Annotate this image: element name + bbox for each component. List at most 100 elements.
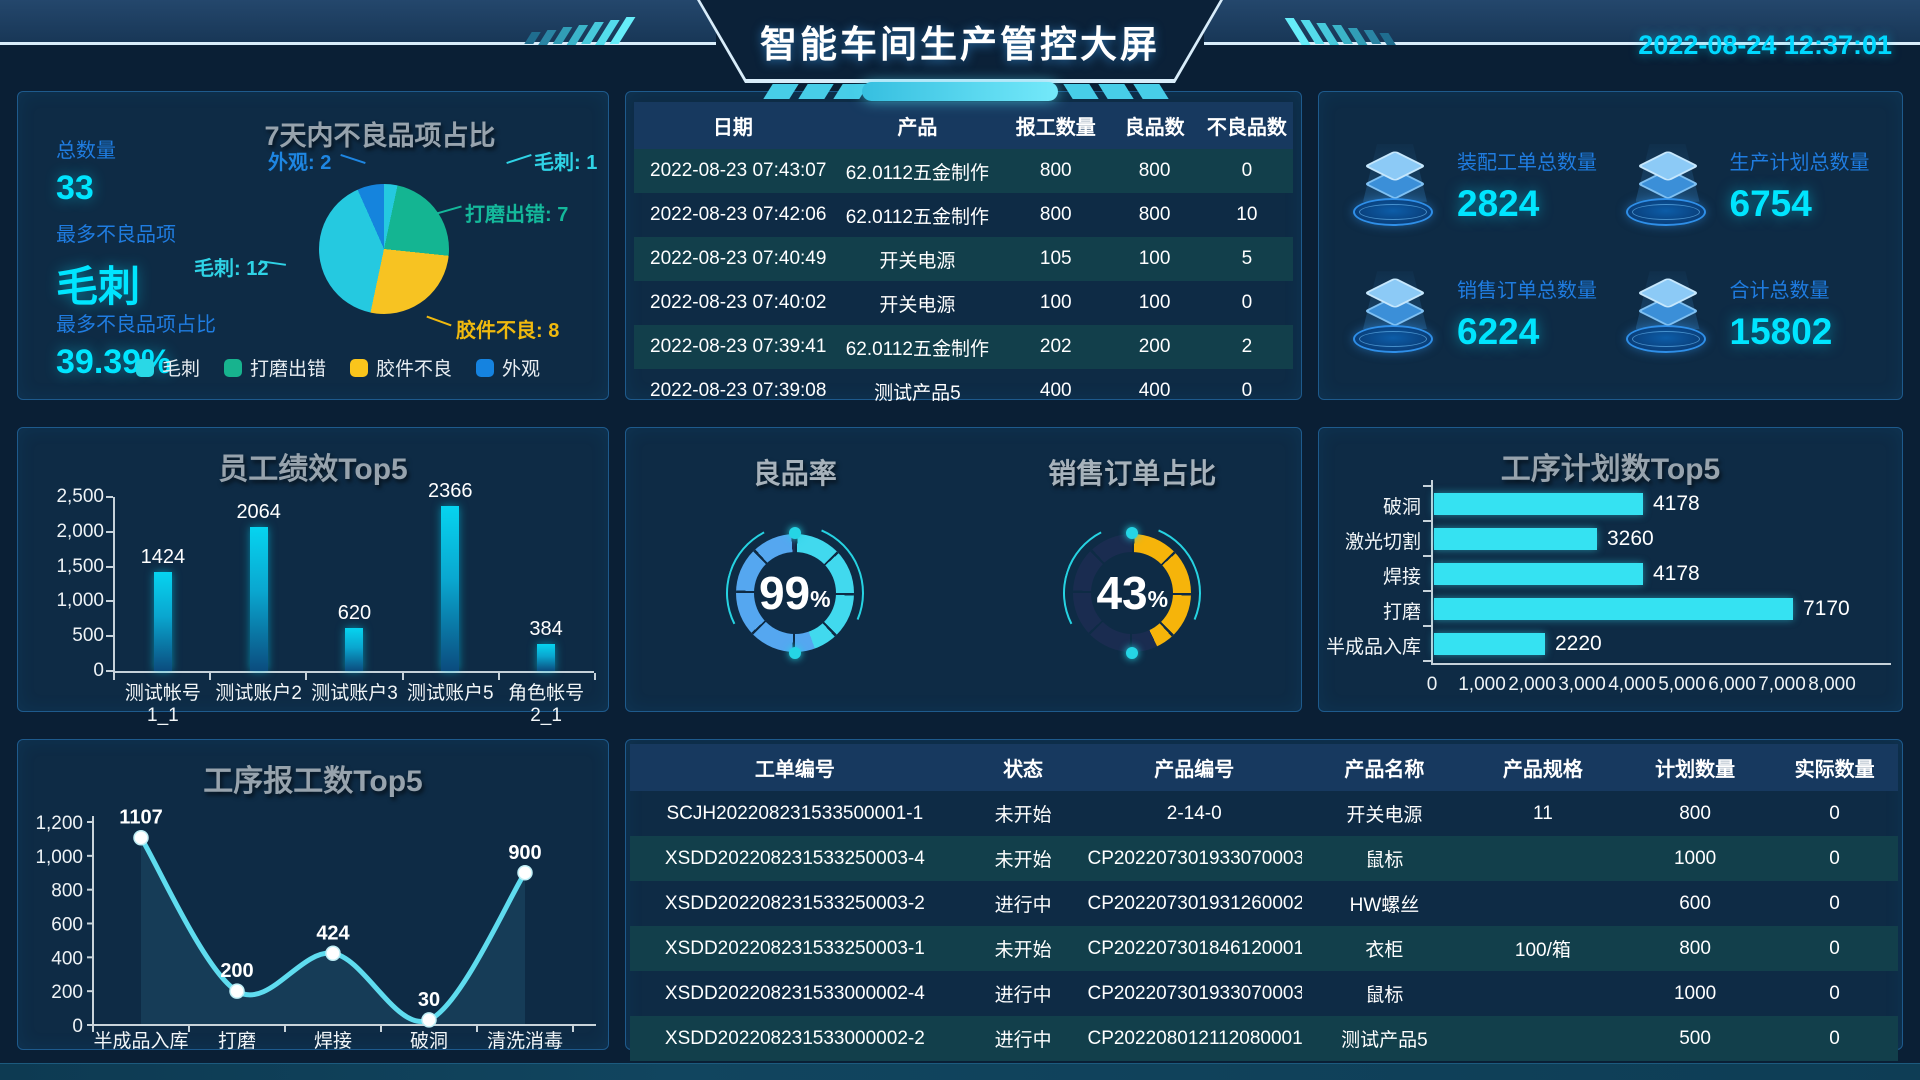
table-cell: 0 <box>1829 937 1840 959</box>
stat-value: 33 <box>56 169 94 207</box>
table-cell: XSDD202208231533250003-4 <box>664 847 925 869</box>
gauge-dot-icon <box>788 647 801 659</box>
y-tick-mark <box>1423 555 1431 557</box>
legend-swatch-icon <box>476 358 495 377</box>
table-cell: 0 <box>1829 847 1840 869</box>
area-fill <box>141 837 525 1025</box>
gauge-value: 99 <box>758 567 811 619</box>
column-header: 良品数 <box>1108 102 1201 149</box>
table-cell: 未开始 <box>994 940 1052 961</box>
stat-card-sales-orders: 销售订单总数量 6224 <box>1349 250 1622 378</box>
column-header: 状态 <box>959 744 1087 791</box>
layers-icon <box>1622 143 1714 228</box>
bar-value-label: 620 <box>337 602 372 624</box>
stat-card-total: 合计总数量 15802 <box>1622 250 1895 378</box>
table-cell: 400 <box>1039 380 1072 401</box>
card-label: 合计总数量 <box>1729 279 1830 302</box>
table-cell: 开关电源 <box>879 294 956 316</box>
table-cell: 2022-08-23 07:39:41 <box>650 336 827 357</box>
table-cell: 11 <box>1533 802 1553 824</box>
table-cell: 0 <box>1241 160 1253 181</box>
table-cell: 衣柜 <box>1365 940 1404 961</box>
y-tick-mark <box>106 565 113 568</box>
table-cell: 2022-08-23 07:42:06 <box>650 204 827 225</box>
table-cell: 开关电源 <box>1346 805 1423 826</box>
yield-gauge-chart: 99% <box>704 503 885 683</box>
table-row: 2022-08-23 07:40:02 开关电源 100 100 0 <box>634 281 1293 325</box>
y-tick-mark <box>106 496 113 498</box>
y-tick-label: 1,200 <box>35 813 83 834</box>
table-cell: 100 <box>1138 292 1171 313</box>
table-cell: 2022-08-23 07:39:08 <box>650 380 827 401</box>
table-cell <box>1467 881 1619 926</box>
bar-value-label: 2366 <box>428 480 473 502</box>
table-cell: 200 <box>1138 336 1171 357</box>
bar <box>1434 528 1597 550</box>
table-header-row: 工单编号 状态 产品编号 产品名称 产品规格 计划数量 实际数量 <box>630 744 1898 791</box>
x-axis-labels: 测试帐号1_1 测试账户2 测试账户3 测试账户5 角色帐号2_1 <box>115 678 594 727</box>
table-cell: 0 <box>1241 380 1253 401</box>
y-tick-label: 600 <box>51 915 83 936</box>
x-tick-mark <box>305 673 308 680</box>
x-tick-label: 3,000 <box>1558 674 1606 695</box>
card-label: 装配工单总数量 <box>1457 152 1597 175</box>
table-cell <box>1467 836 1619 881</box>
y-axis-category: 激光切割 <box>1344 532 1421 553</box>
stat-value: 毛刺 <box>56 263 141 310</box>
table-cell: 0 <box>1829 802 1840 824</box>
column-header: 产品 <box>831 102 1004 149</box>
panel-title: 7天内不良品项占比 <box>264 121 496 151</box>
table-cell: 800 <box>1039 204 1072 225</box>
table-cell: SCJH202208231533500001-1 <box>666 802 924 824</box>
x-axis <box>113 671 594 673</box>
table-row: 2022-08-23 07:40:49 开关电源 105 100 5 <box>634 237 1293 281</box>
card-value: 15802 <box>1729 310 1833 352</box>
column-header: 日期 <box>634 102 832 149</box>
table-cell: 进行中 <box>994 895 1052 916</box>
legend-item: 毛刺 <box>136 354 200 381</box>
y-axis-category: 焊接 <box>1382 567 1421 588</box>
gauge-unit: % <box>810 585 831 612</box>
panel-process-report: 工序报工数Top5 0 200 400 600 800 1,000 1,200 1107 半成品… <box>17 739 609 1050</box>
table-row: XSDD202208231533000002-2 进行中 CP20220801211… <box>630 1016 1898 1061</box>
bar-value-label: 4178 <box>1653 562 1700 585</box>
table-cell: 202 <box>1039 336 1072 357</box>
legend-swatch-icon <box>350 358 369 377</box>
x-tick-mark <box>113 673 115 680</box>
table-row: XSDD202208231533250003-4 未开始 CP20220730193… <box>630 836 1898 881</box>
pie-label: 毛刺: 1 <box>534 152 598 174</box>
table-cell: XSDD202208231533000002-2 <box>664 1027 925 1049</box>
bar <box>153 572 172 671</box>
column-header: 产品编号 <box>1086 744 1303 791</box>
stat-total: 总数量 33 <box>56 134 116 208</box>
bar-slot: 620 <box>307 476 403 671</box>
table-cell: 400 <box>1138 380 1171 401</box>
column-header: 报工数量 <box>1003 102 1109 149</box>
panel-process-plan: 工序计划数Top5 破洞 4178 激光切割 3260 焊接 4178 打磨 7170 半成品入… <box>1318 427 1903 712</box>
pie-label: 胶件不良: 8 <box>456 320 560 342</box>
panel-stat-cards: 装配工单总数量 2824 生产计划总数量 6754 销售订单总数量 6224 合… <box>1318 91 1903 400</box>
panel-title: 工序计划数Top5 <box>1500 453 1721 486</box>
gauge-title: 销售订单占比 <box>1048 458 1217 489</box>
y-axis <box>1431 480 1433 664</box>
table-cell: 800 <box>1679 802 1711 824</box>
sales-gauge-chart: 43% <box>1042 503 1223 683</box>
column-header: 产品名称 <box>1302 744 1467 791</box>
process-report-line-chart: 0 200 400 600 800 1,000 1,200 1107 半成品入库 200 打磨 424… <box>35 807 596 1049</box>
table-cell: 鼠标 <box>1365 850 1404 871</box>
table-cell: 2 <box>1241 336 1253 357</box>
table-cell: 未开始 <box>994 805 1052 826</box>
gauge-sales-order-ratio: 销售订单占比 43% <box>964 428 1302 711</box>
bar-value-label: 2220 <box>1555 632 1602 655</box>
table-row: SCJH202208231533500001-1 未开始 2-14-0 开关电源 11 8… <box>630 791 1898 836</box>
table-cell: 鼠标 <box>1365 985 1404 1006</box>
footer-bar <box>0 1063 1920 1080</box>
page-title: 智能车间生产管控大屏 <box>760 24 1160 65</box>
bar <box>249 527 268 671</box>
bar-slot: 2366 <box>402 476 498 671</box>
y-tick-mark <box>106 600 113 603</box>
bar-value-label: 4178 <box>1653 492 1700 515</box>
center-bar-icon <box>862 82 1058 101</box>
panel-title: 工序报工数Top5 <box>203 765 423 798</box>
y-tick-label: 800 <box>51 881 83 902</box>
